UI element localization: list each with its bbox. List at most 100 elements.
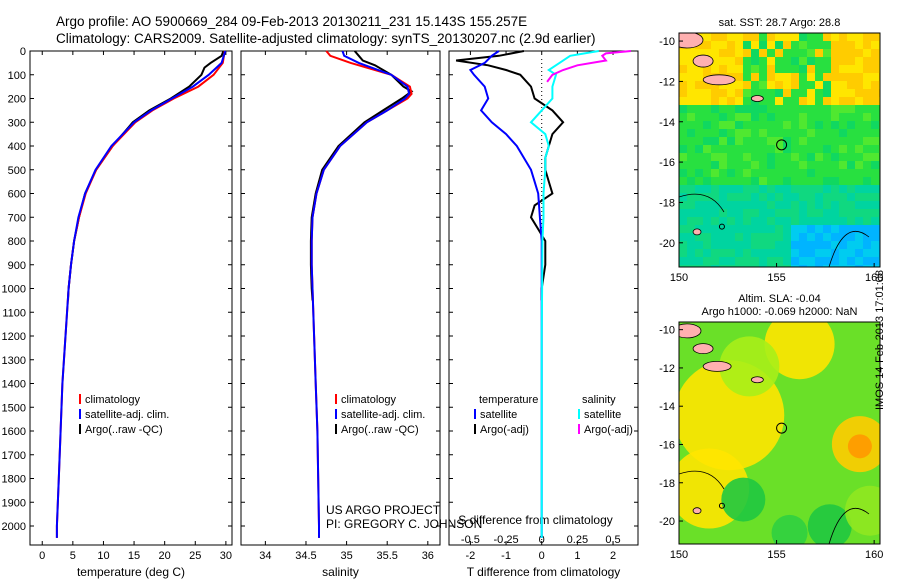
map-cell [823, 265, 831, 267]
legend-label: Argo(-adj) [480, 424, 529, 436]
map-cell [815, 121, 823, 129]
map-cell [719, 145, 727, 153]
map-cell [711, 177, 719, 185]
argo-position-marker [776, 139, 788, 151]
map-cell [871, 233, 879, 241]
map-cell [863, 137, 871, 145]
map-cell [735, 257, 743, 265]
x-tick-label: -2 [466, 550, 476, 562]
map-cell [775, 89, 783, 97]
map-cell [695, 193, 703, 201]
map-cell [711, 193, 719, 201]
map-cell [719, 97, 727, 105]
map-cell [727, 33, 735, 41]
map-cell [855, 137, 863, 145]
map-cell [855, 217, 863, 225]
map-cell [791, 33, 799, 41]
map-cell [743, 41, 751, 49]
map-cell [679, 153, 687, 161]
map-cell [687, 145, 695, 153]
map-cell [871, 97, 879, 105]
map-cell [735, 177, 743, 185]
map-cell [735, 57, 743, 65]
x-tick-label: 160 [865, 272, 883, 284]
map-cell [767, 121, 775, 129]
map-cell [831, 177, 839, 185]
map-cell [727, 225, 735, 233]
map-cell [711, 121, 719, 129]
map-cell [871, 81, 879, 89]
map-cell [815, 73, 823, 81]
map-cell [751, 73, 759, 81]
map-cell [839, 105, 847, 113]
map-cell [799, 81, 807, 89]
map-cell [847, 73, 855, 81]
map-cell [799, 177, 807, 185]
map-cell [823, 177, 831, 185]
map-cell [679, 225, 687, 233]
map-cell [751, 57, 759, 65]
map-cell [759, 161, 767, 169]
map-cell [783, 105, 791, 113]
map-cell [855, 185, 863, 193]
map-cell [695, 49, 703, 57]
map-cell [847, 65, 855, 73]
y-tick-label: -10 [659, 36, 675, 48]
y-tick-label: -18 [659, 478, 675, 490]
map-cell [735, 145, 743, 153]
map-cell [847, 233, 855, 241]
map-cell [759, 41, 767, 49]
island [692, 507, 702, 515]
map-cell [807, 241, 815, 249]
map-cell [719, 89, 727, 97]
map-cell [839, 57, 847, 65]
x-tick-label: 34.5 [295, 550, 316, 562]
map-cell [679, 209, 687, 217]
map-cell [743, 89, 751, 97]
map-cell [807, 105, 815, 113]
map-cell [687, 225, 695, 233]
map-cell [807, 225, 815, 233]
map-cell [831, 105, 839, 113]
map-cell [687, 57, 695, 65]
map-cell [711, 225, 719, 233]
map-cell [695, 81, 703, 89]
map-cell [871, 217, 879, 225]
map-cell [823, 41, 831, 49]
map-cell [799, 233, 807, 241]
map-cell [743, 97, 751, 105]
map-cell [759, 89, 767, 97]
map-cell [847, 177, 855, 185]
map-cell [831, 225, 839, 233]
map-cell [695, 177, 703, 185]
map-cell [847, 41, 855, 49]
map-cell [735, 113, 743, 121]
map-cell [831, 73, 839, 81]
map-cell [815, 113, 823, 121]
map-cell [703, 241, 711, 249]
map-cell [831, 249, 839, 257]
map-cell [855, 105, 863, 113]
map-cell [815, 81, 823, 89]
map-cell [839, 153, 847, 161]
map-cell [783, 265, 791, 267]
map-cell [807, 73, 815, 81]
map-cell [727, 209, 735, 217]
map-cell [743, 257, 751, 265]
map-cell [823, 129, 831, 137]
y-tick-label: -20 [659, 238, 675, 250]
map-cell [831, 257, 839, 265]
map-cell [767, 233, 775, 241]
map-cell [727, 257, 735, 265]
map-cell [799, 225, 807, 233]
map-cell [823, 97, 831, 105]
map-blob [719, 336, 780, 397]
map-cell [871, 145, 879, 153]
map-cell [711, 249, 719, 257]
map-cell [807, 193, 815, 201]
salinity-panel: 34 34.5 35 35.5 36 salinity climatology satelli… [240, 50, 441, 579]
map-cell [871, 209, 879, 217]
y-tick-label: 500 [8, 165, 26, 177]
map-cell [679, 241, 687, 249]
